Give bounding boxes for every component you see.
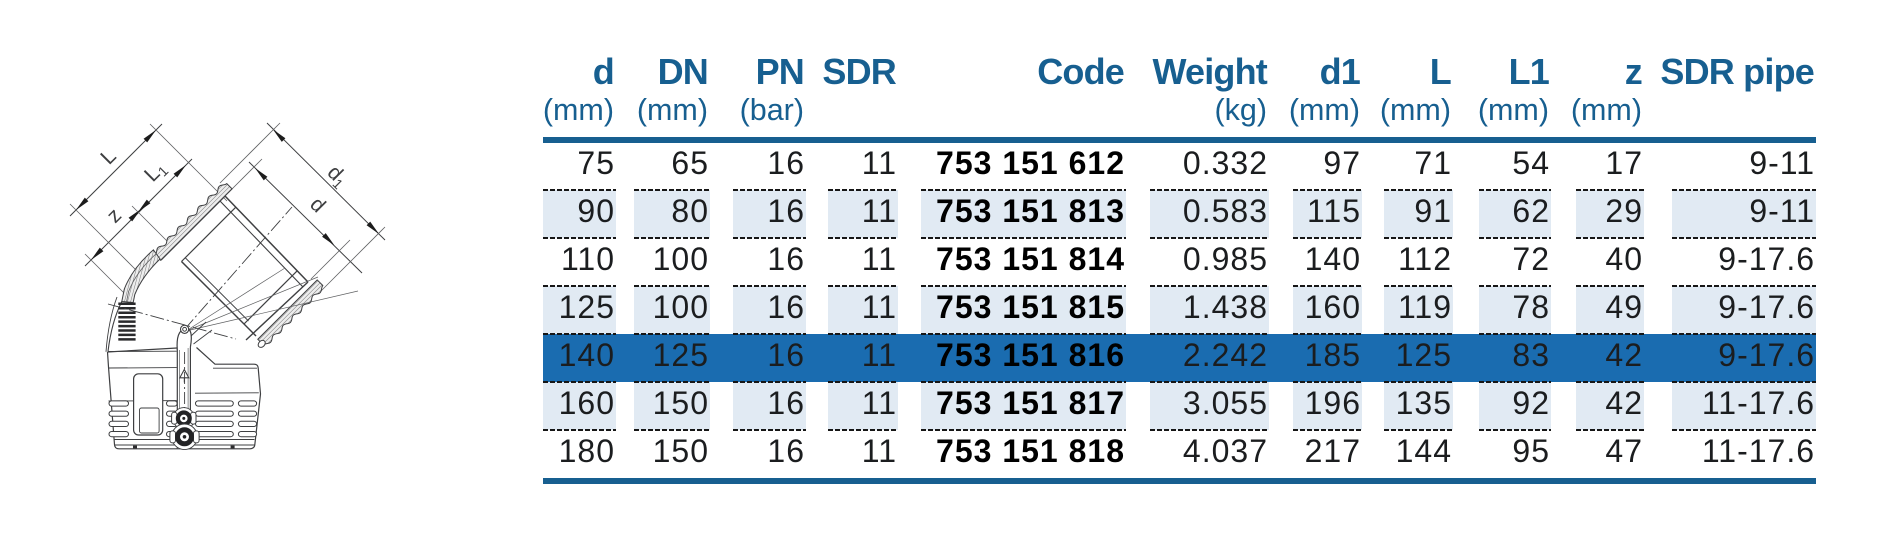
svg-text:L1: L1 xyxy=(140,156,172,188)
svg-text:d: d xyxy=(305,193,330,218)
svg-text:d1: d1 xyxy=(321,161,353,193)
svg-text:z: z xyxy=(102,204,126,228)
svg-text:L: L xyxy=(96,145,121,170)
